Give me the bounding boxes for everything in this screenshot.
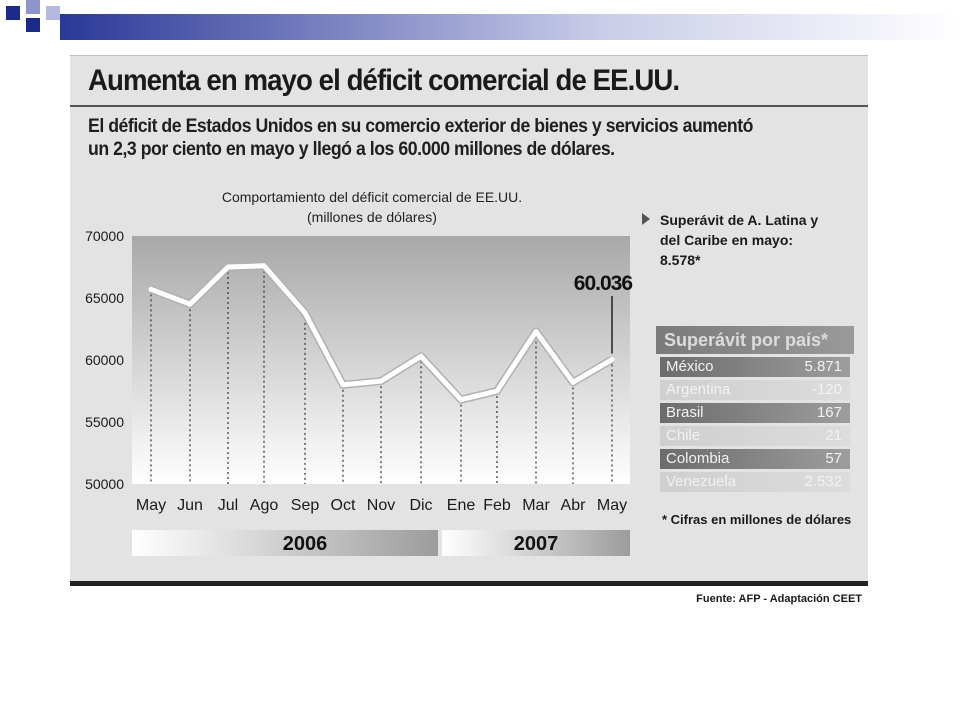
y-tick-label: 60000 bbox=[85, 352, 124, 368]
x-tick-label: Sep bbox=[291, 497, 320, 514]
x-tick-label: Oct bbox=[331, 497, 356, 514]
slide-decoration-square-2 bbox=[26, 0, 40, 14]
country-name: Chile bbox=[666, 427, 701, 444]
country-name: Colombia bbox=[666, 450, 730, 467]
table-row: Argentina -120 bbox=[660, 380, 850, 400]
side-note-arrow-icon bbox=[642, 213, 650, 225]
data-point bbox=[340, 382, 346, 388]
table-row: Colombia 57 bbox=[660, 449, 850, 469]
x-tick-label: May bbox=[597, 497, 627, 514]
side-note-line-1: Superávit de A. Latina y bbox=[660, 212, 819, 228]
table-row: Venezuela 2.532 bbox=[660, 472, 850, 492]
y-tick-label: 50000 bbox=[85, 476, 124, 492]
table-footnote: * Cifras en millones de dólares bbox=[662, 512, 852, 527]
lede-text: El déficit de Estados Unidos en su comer… bbox=[88, 116, 753, 160]
surplus-value: 167 bbox=[816, 404, 842, 421]
chart-title: Comportamiento del déficit comercial de … bbox=[222, 189, 522, 205]
country-name: México bbox=[666, 358, 714, 375]
y-tick-label: 55000 bbox=[85, 414, 124, 430]
slide-decoration-square-4 bbox=[46, 6, 60, 20]
table-header: Superávit por país* bbox=[656, 326, 854, 354]
country-name: Argentina bbox=[666, 381, 731, 398]
x-tick-label: Ago bbox=[250, 497, 279, 514]
headline-divider bbox=[70, 105, 868, 107]
surplus-value: 57 bbox=[825, 450, 842, 467]
surplus-value: 5.871 bbox=[804, 358, 842, 375]
x-tick-label: Jun bbox=[177, 497, 203, 514]
data-point bbox=[458, 397, 464, 403]
year-band bbox=[442, 530, 630, 556]
surplus-value: -120 bbox=[811, 381, 842, 398]
table-row: Chile 21 bbox=[660, 426, 850, 446]
x-axis-ticks: May Jun Jul Ago Sep Oct Nov Dic Ene Feb Mar Abr May bbox=[136, 497, 627, 514]
x-tick-label: Feb bbox=[483, 497, 511, 514]
table-row: México 5.871 bbox=[660, 357, 850, 377]
side-note-line-3: 8.578* bbox=[660, 252, 701, 268]
data-point bbox=[261, 263, 267, 269]
year-band-label: 2006 bbox=[283, 533, 328, 555]
slide-decoration-bar bbox=[60, 14, 960, 40]
vertical-gridlines bbox=[150, 265, 613, 484]
x-tick-label: Jul bbox=[218, 497, 238, 514]
data-point bbox=[533, 328, 539, 334]
surplus-value: 21 bbox=[825, 427, 842, 444]
data-point bbox=[609, 357, 615, 363]
x-tick-label: Abr bbox=[561, 497, 587, 514]
x-tick-label: Nov bbox=[367, 497, 395, 514]
data-point bbox=[148, 286, 154, 292]
surplus-by-country-table: Superávit por país* México 5.871 Argentina… bbox=[656, 326, 854, 495]
country-name: Venezuela bbox=[666, 473, 737, 490]
annotation-label: 60.036 bbox=[574, 272, 633, 295]
country-name: Brasil bbox=[666, 404, 704, 421]
y-tick-label: 65000 bbox=[85, 290, 124, 306]
slide-decoration-square-3 bbox=[26, 18, 40, 32]
data-point bbox=[225, 264, 231, 270]
x-tick-label: May bbox=[136, 497, 166, 514]
data-point bbox=[418, 353, 424, 359]
chart-subtitle: (millones de dólares) bbox=[307, 209, 437, 225]
data-point bbox=[570, 379, 576, 385]
latam-surplus-note: Superávit de A. Latina y del Caribe en m… bbox=[660, 210, 860, 270]
surplus-value: 2.532 bbox=[804, 473, 842, 490]
series-line bbox=[148, 261, 615, 404]
panel-bottom-rule bbox=[70, 581, 868, 586]
data-point bbox=[378, 378, 384, 384]
x-tick-label: Mar bbox=[522, 497, 550, 514]
side-note-line-2: del Caribe en mayo: bbox=[660, 232, 794, 248]
year-band-label: 2007 bbox=[514, 533, 559, 555]
table-rows: México 5.871 Argentina -120 Brasil 167 Chile 21… bbox=[656, 357, 854, 492]
y-tick-label: 70000 bbox=[85, 228, 124, 244]
x-tick-label: Ene bbox=[447, 497, 476, 514]
headline: Aumenta en mayo el déficit comercial de … bbox=[88, 64, 680, 97]
table-row: Brasil 167 bbox=[660, 403, 850, 423]
annotation-last-value: 60.036 bbox=[574, 272, 633, 354]
data-point bbox=[494, 388, 500, 394]
slide-decoration-square-1 bbox=[6, 6, 20, 20]
x-tick-label: Dic bbox=[409, 497, 432, 514]
data-point bbox=[187, 301, 193, 307]
year-band bbox=[132, 530, 438, 556]
source-credit: Fuente: AFP - Adaptación CEET bbox=[696, 593, 862, 605]
year-bands: 2006 2007 bbox=[132, 530, 630, 556]
data-point bbox=[302, 310, 308, 316]
y-axis-ticks: 70000 65000 60000 55000 50000 bbox=[85, 228, 124, 492]
